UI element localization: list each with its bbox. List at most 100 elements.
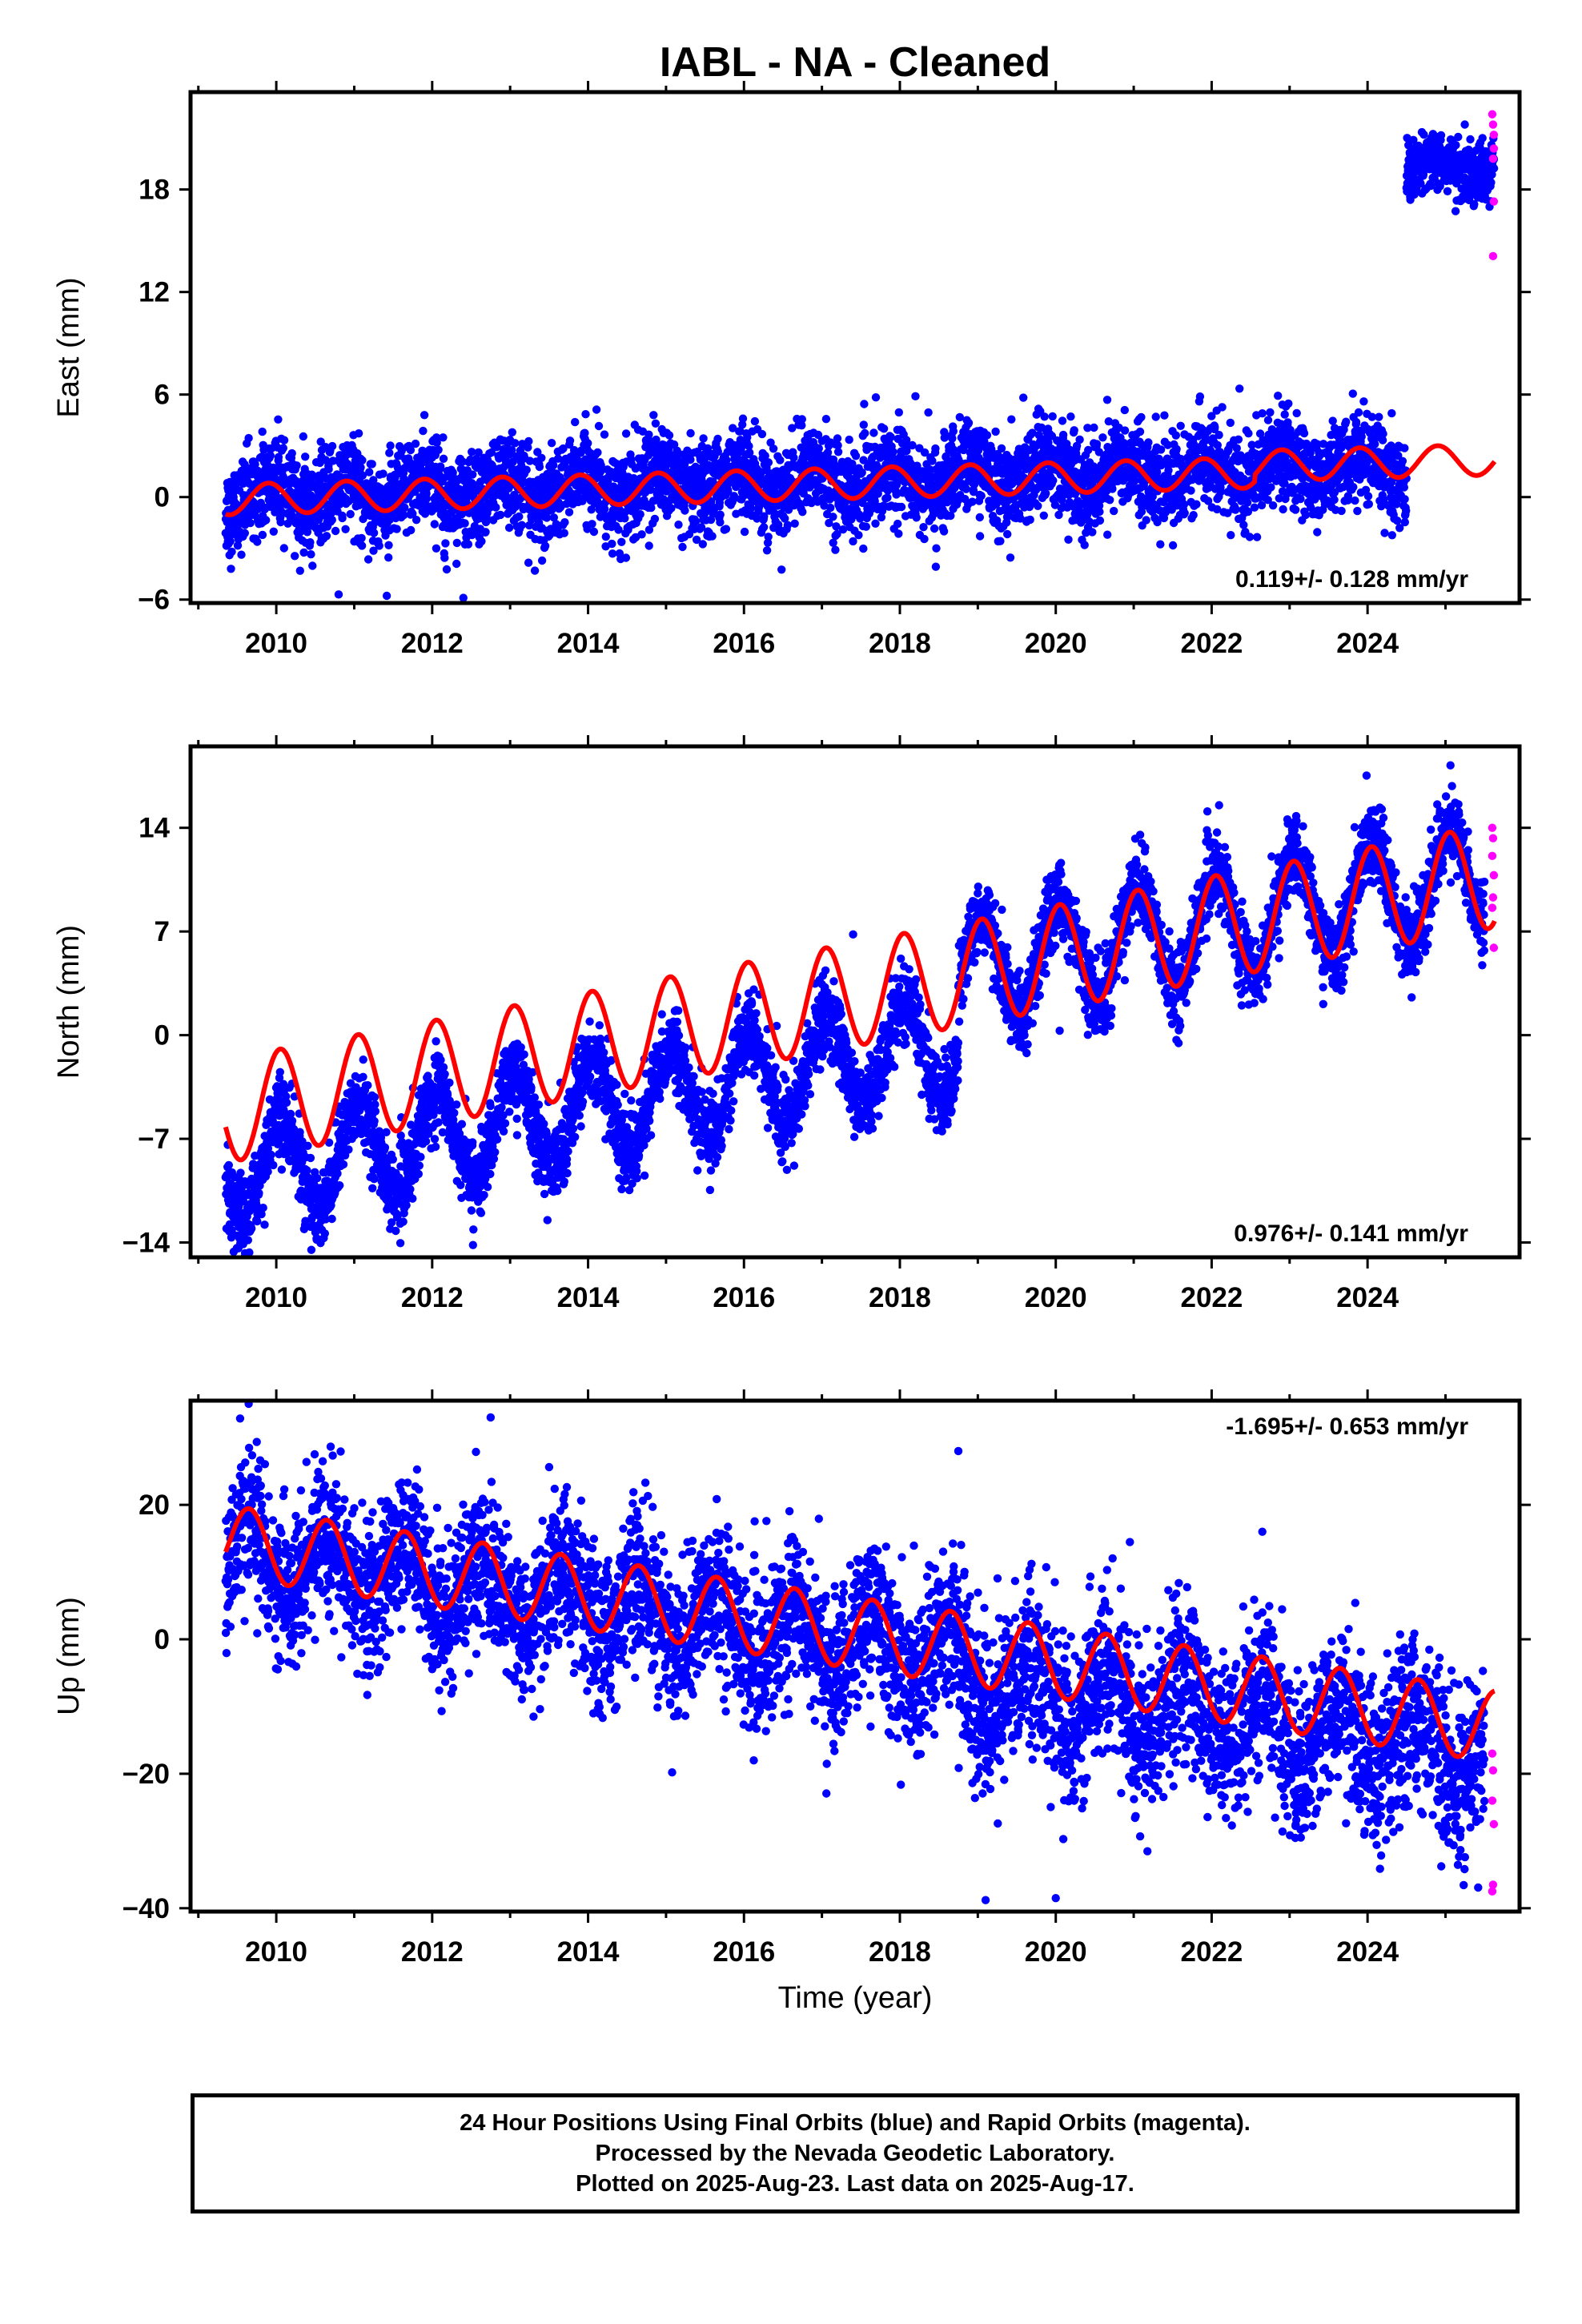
data-point	[1351, 417, 1361, 427]
data-point	[1328, 416, 1337, 425]
data-point	[1231, 505, 1240, 514]
data-point	[1399, 483, 1409, 492]
data-point	[674, 521, 683, 529]
data-point	[831, 545, 840, 554]
data-point	[859, 544, 868, 553]
data-point	[227, 565, 235, 573]
data-point	[322, 532, 331, 541]
data-point	[522, 465, 531, 474]
data-point	[1019, 393, 1028, 402]
data-point	[295, 566, 304, 575]
data-point	[1189, 511, 1198, 520]
data-point	[1176, 421, 1185, 430]
data-point	[854, 531, 863, 540]
data-point	[617, 537, 626, 546]
data-point	[608, 539, 616, 549]
data-point	[713, 434, 722, 444]
data-point	[826, 503, 835, 513]
data-point	[547, 439, 556, 448]
data-point	[560, 518, 569, 527]
data-point	[540, 541, 550, 550]
data-point	[517, 521, 526, 529]
data-point	[369, 529, 379, 537]
data-point	[1330, 495, 1339, 505]
data-point	[1070, 426, 1078, 435]
data-point	[829, 538, 837, 547]
data-point	[392, 525, 401, 533]
data-point	[750, 416, 760, 426]
data-point	[1280, 410, 1289, 419]
data-point	[1351, 496, 1359, 505]
data-point	[535, 462, 544, 472]
data-point	[1400, 444, 1409, 452]
data-point	[1252, 533, 1262, 541]
data-point	[919, 523, 928, 532]
data-point	[1171, 431, 1181, 440]
data-point	[1064, 535, 1073, 544]
data-point	[790, 519, 799, 528]
data-point	[1292, 408, 1301, 418]
data-point	[1092, 440, 1102, 448]
data-point	[1337, 506, 1346, 516]
data-point	[1274, 392, 1283, 400]
data-point	[912, 513, 921, 522]
data-point	[920, 534, 929, 544]
data-point	[1313, 528, 1322, 537]
data-point	[244, 433, 253, 443]
data-point	[565, 436, 575, 445]
data-point	[1359, 397, 1368, 406]
data-point	[601, 533, 610, 541]
data-point	[308, 561, 317, 570]
data-point	[964, 418, 974, 428]
data-point	[1375, 412, 1383, 421]
data-point	[1095, 507, 1104, 517]
data-point	[367, 460, 376, 468]
data-point	[769, 444, 778, 453]
data-point	[1042, 489, 1050, 498]
data-point	[948, 434, 957, 443]
data-point	[1398, 456, 1407, 465]
data-point	[436, 462, 445, 471]
data-point	[1098, 433, 1107, 442]
data-point	[1180, 509, 1189, 517]
data-point	[233, 541, 243, 550]
data-point	[226, 537, 235, 546]
data-point	[354, 429, 363, 438]
data-point	[327, 441, 337, 451]
data-point	[384, 541, 393, 549]
data-point	[1363, 492, 1373, 501]
data-point	[1419, 130, 1428, 139]
data-point	[303, 528, 312, 537]
data-point	[1151, 412, 1160, 421]
data-point	[721, 525, 731, 533]
data-point	[716, 510, 725, 519]
data-point	[357, 541, 367, 550]
data-point	[686, 428, 695, 438]
data-point	[246, 518, 255, 528]
data-point	[762, 546, 772, 555]
data-point	[1299, 428, 1309, 438]
data-point	[327, 516, 336, 525]
data-point	[1186, 486, 1195, 495]
data-point	[1232, 444, 1242, 452]
data-point	[1349, 483, 1358, 492]
data-point	[1075, 435, 1084, 444]
data-point	[644, 541, 653, 550]
data-point	[1103, 530, 1112, 539]
data-point	[861, 428, 869, 438]
data-point	[861, 522, 871, 531]
data-point	[939, 527, 949, 536]
data-point	[1095, 516, 1105, 525]
data-point	[511, 439, 520, 448]
data-point	[1239, 521, 1248, 529]
data-point	[600, 430, 609, 439]
data-point	[1168, 541, 1178, 550]
data-point	[363, 555, 373, 564]
data-point	[600, 505, 609, 513]
data-point	[287, 448, 296, 458]
panels-group: 2010 2012 2014 2016 2018 2020 2022 2024−6061218…	[52, 81, 1531, 1968]
data-point	[384, 553, 393, 562]
data-point	[651, 419, 661, 428]
data-point	[681, 506, 689, 515]
